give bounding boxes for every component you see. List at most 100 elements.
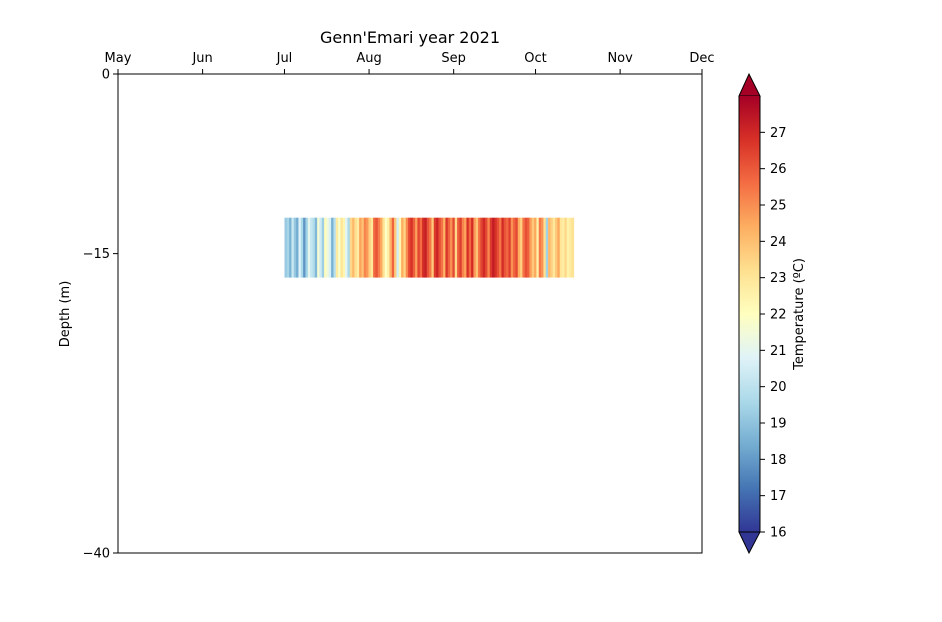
heatmap-cell bbox=[513, 217, 516, 278]
heatmap-cell bbox=[284, 217, 288, 278]
heatmap-cell bbox=[415, 217, 418, 278]
heatmap-cell bbox=[466, 217, 470, 278]
heatmap-cell bbox=[401, 217, 404, 278]
chart-title: Genn'Emari year 2021 bbox=[320, 28, 500, 47]
heatmap-cell bbox=[499, 217, 502, 278]
heatmap-cell bbox=[361, 217, 365, 278]
heatmap-cell bbox=[410, 217, 414, 278]
heatmap-cell bbox=[445, 217, 449, 278]
heatmap-cell bbox=[398, 217, 402, 278]
heatmap-cell bbox=[431, 217, 435, 278]
heatmap-cell bbox=[335, 217, 339, 278]
heatmap-cell bbox=[475, 217, 479, 278]
heatmap-cell bbox=[436, 217, 439, 278]
heatmap-cell bbox=[314, 217, 318, 278]
heatmap-cell bbox=[459, 217, 463, 278]
colorbar-extend-max bbox=[738, 72, 761, 97]
heatmap-cell bbox=[298, 217, 302, 278]
heatmap-cell bbox=[303, 217, 306, 278]
heatmap-cell bbox=[555, 217, 558, 278]
heatmap-cell bbox=[527, 217, 530, 278]
heatmap-cell bbox=[289, 217, 292, 278]
heatmap-cell bbox=[450, 217, 453, 278]
heatmap-cell bbox=[293, 217, 297, 278]
heatmap-cell bbox=[352, 217, 355, 278]
colorbar-tick-label: 23 bbox=[770, 271, 787, 286]
x-tick-label: Jun bbox=[191, 51, 212, 66]
heatmap-cell bbox=[312, 217, 316, 278]
heatmap-cell bbox=[501, 217, 505, 278]
heatmap-cell bbox=[485, 217, 488, 278]
heatmap-cell bbox=[403, 217, 407, 278]
heatmap-cell bbox=[333, 217, 337, 278]
colorbar-ticks: 16 17 18 19 20 21 22 23 24 25 26 27 bbox=[760, 126, 787, 541]
heatmap-cell bbox=[443, 217, 446, 278]
chart-title-text: Genn'Emari year 2021 bbox=[320, 28, 500, 47]
heatmap-cell bbox=[321, 217, 325, 278]
heatmap-cell bbox=[454, 217, 458, 278]
heatmap-cell bbox=[536, 217, 540, 278]
colorbar-extend-min bbox=[738, 531, 761, 555]
heatmap-cell bbox=[433, 217, 437, 278]
heatmap-cell bbox=[375, 217, 379, 278]
heatmap-cell bbox=[569, 217, 572, 278]
heatmap-cell bbox=[461, 217, 465, 278]
heatmap-cell bbox=[326, 217, 330, 278]
heatmap-cell bbox=[548, 217, 551, 278]
heatmap-cell bbox=[342, 217, 346, 278]
heatmap-cell bbox=[286, 217, 290, 278]
heatmap-cell bbox=[380, 217, 383, 278]
heatmap-cell bbox=[496, 217, 500, 278]
heatmap-cell bbox=[447, 217, 451, 278]
heatmap-cell bbox=[534, 217, 537, 278]
colorbar-gradient bbox=[739, 96, 760, 532]
colorbar-tick-label: 19 bbox=[770, 417, 787, 432]
colorbar-tick-label: 22 bbox=[770, 308, 787, 323]
heatmap-cell bbox=[489, 217, 493, 278]
heatmap-cell bbox=[538, 217, 542, 278]
heatmap-cell bbox=[508, 217, 512, 278]
heatmap-cell bbox=[307, 217, 311, 278]
heatmap-cell bbox=[300, 217, 304, 278]
x-tick-label: Jul bbox=[276, 51, 293, 66]
heatmap-cell bbox=[377, 217, 381, 278]
heatmap-cell bbox=[347, 217, 351, 278]
x-tick-label: Oct bbox=[524, 51, 546, 66]
heatmap-cell bbox=[492, 217, 495, 278]
heatmap-cell bbox=[473, 217, 477, 278]
heatmap-cell bbox=[471, 217, 474, 278]
heatmap-cell bbox=[531, 217, 535, 278]
heatmap-cell bbox=[422, 217, 425, 278]
heatmap-cell bbox=[296, 217, 299, 278]
heatmap-cell bbox=[562, 217, 565, 278]
heatmap-cell bbox=[317, 217, 320, 278]
heatmap-cell bbox=[384, 217, 388, 278]
y-tick-label: 0 bbox=[102, 68, 110, 83]
heatmap-cell bbox=[520, 217, 523, 278]
heatmap-cell bbox=[566, 217, 570, 278]
colorbar-tick-label: 26 bbox=[770, 162, 787, 177]
heatmap-cell bbox=[564, 217, 568, 278]
colorbar-tick-label: 21 bbox=[770, 344, 787, 359]
heatmap-cell bbox=[359, 217, 362, 278]
heatmap-cell bbox=[510, 217, 514, 278]
heatmap-cell bbox=[487, 217, 491, 278]
heatmap-cell bbox=[412, 217, 416, 278]
heatmap-cell bbox=[440, 217, 444, 278]
heatmap-cell bbox=[468, 217, 472, 278]
colorbar-tick-label: 17 bbox=[770, 489, 787, 504]
heatmap-cell bbox=[426, 217, 430, 278]
x-tick-label: May bbox=[105, 51, 132, 66]
heatmap-cell bbox=[480, 217, 484, 278]
heatmap-cell bbox=[545, 217, 549, 278]
heatmap-cell bbox=[457, 217, 460, 278]
heatmap-cell bbox=[478, 217, 481, 278]
heatmap-cell bbox=[517, 217, 521, 278]
heatmap-cell bbox=[370, 217, 374, 278]
heatmap-cell bbox=[550, 217, 554, 278]
heatmap-cell bbox=[345, 217, 348, 278]
colorbar-tick-label: 16 bbox=[770, 526, 787, 541]
heatmap-cell bbox=[356, 217, 360, 278]
heatmap-cell bbox=[373, 217, 376, 278]
heatmap-cell bbox=[363, 217, 367, 278]
